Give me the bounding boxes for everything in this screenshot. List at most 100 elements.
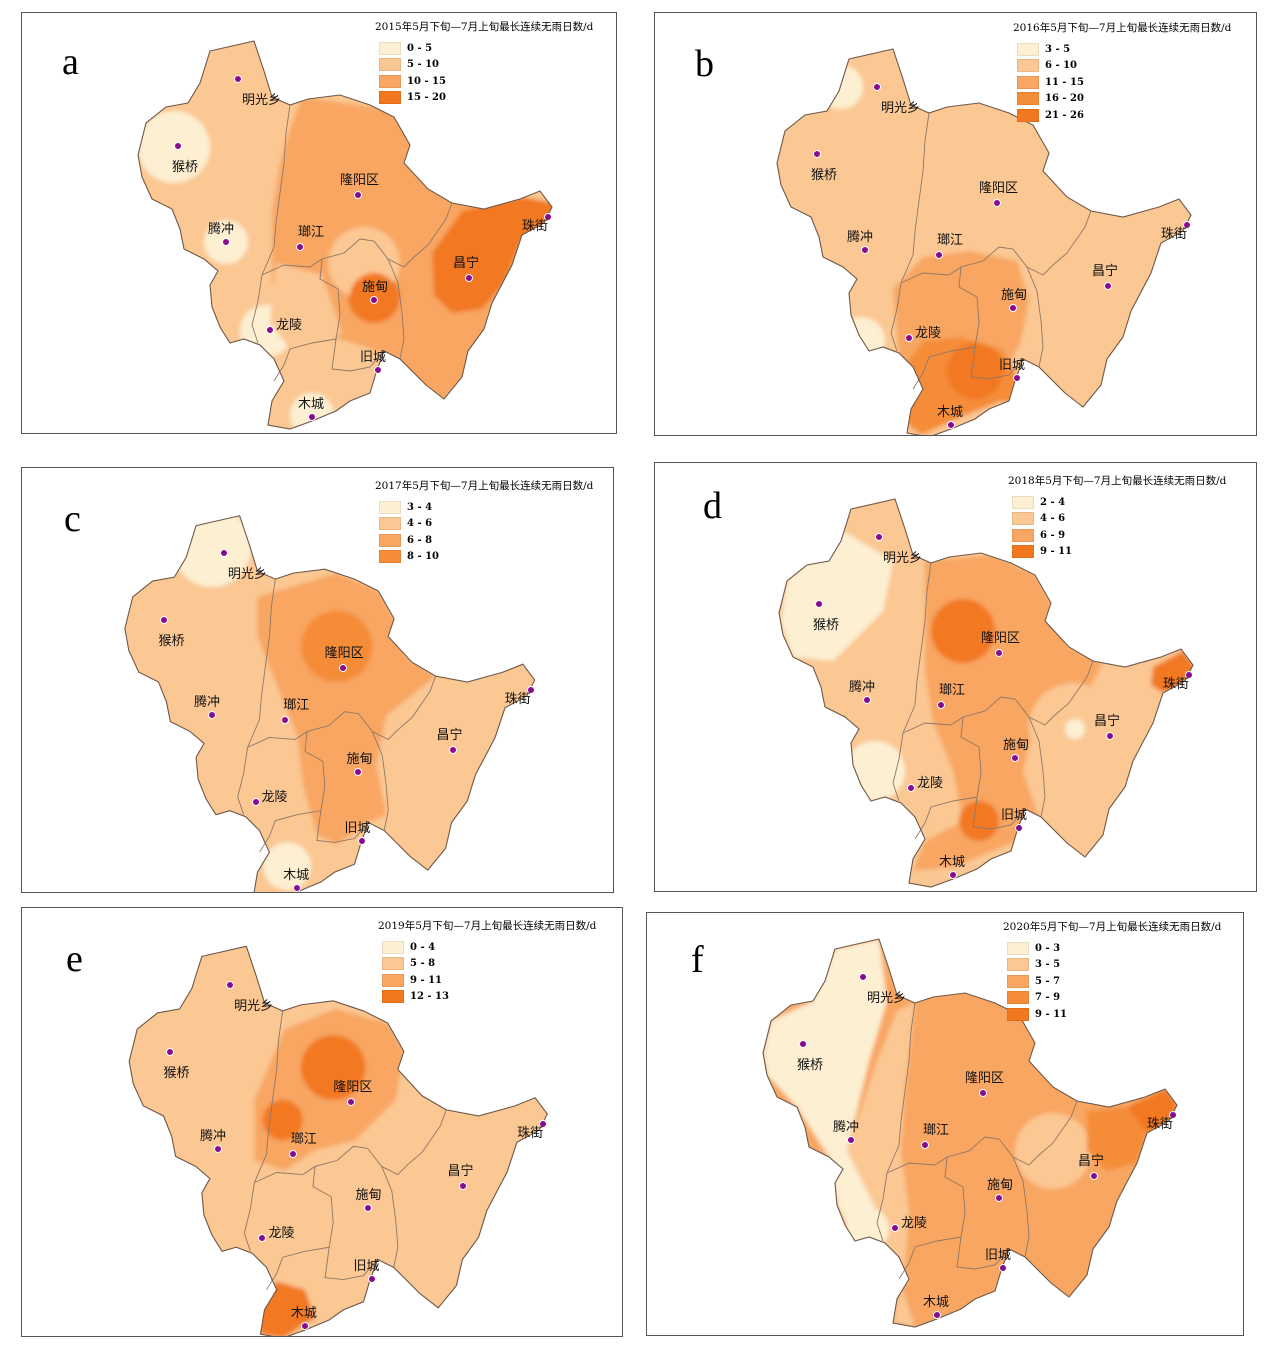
value-zone <box>1087 1107 1147 1171</box>
district-boundary <box>273 338 337 382</box>
town-label: 猴桥 <box>813 618 840 633</box>
legend-label: 5 - 7 <box>1035 975 1061 987</box>
town-label: 猴桥 <box>172 160 199 175</box>
legend-label: 5 - 10 <box>407 59 439 71</box>
legend-item: 2 - 4 <box>1008 494 1226 511</box>
district-boundary <box>1028 716 1046 818</box>
value-zone <box>847 1003 915 1327</box>
town-label: 腾冲 <box>833 1120 860 1135</box>
legend: 2020年5月下旬—7月上旬最长连续无雨日数/d 0 - 3 3 - 5 5 - 7 7… <box>1003 919 1221 1023</box>
town-label: 昌宁 <box>436 728 463 744</box>
district-boundary <box>914 796 978 840</box>
legend-swatch <box>382 957 404 971</box>
precipitation-map <box>124 515 536 892</box>
town-dot-icon <box>358 837 367 846</box>
town-label: 猴桥 <box>797 1058 824 1073</box>
town-label: 瑯江 <box>923 1123 950 1138</box>
town-dot-icon <box>999 1264 1007 1272</box>
town-dot-icon <box>979 1089 987 1097</box>
town-label: 旧城 <box>344 821 371 837</box>
value-zone <box>1065 719 1085 739</box>
district-boundary <box>876 1172 888 1242</box>
legend-item: 5 - 8 <box>378 956 596 973</box>
district-boundary <box>237 747 249 815</box>
district-boundary <box>251 274 263 344</box>
town-dot-icon <box>370 296 378 304</box>
legend-item: 6 - 8 <box>375 532 593 549</box>
town-label: 隆阳区 <box>965 1071 1005 1086</box>
town-label: 隆阳区 <box>324 646 364 662</box>
town-dot-icon <box>949 871 957 879</box>
legend-item: 0 - 5 <box>375 40 593 57</box>
value-zone <box>300 1035 366 1100</box>
town-dot-icon <box>861 246 869 254</box>
legend-swatch <box>382 940 404 954</box>
town-dot-icon <box>995 649 1003 657</box>
town-dot-icon <box>863 696 871 704</box>
town-label: 施甸 <box>362 280 389 295</box>
legend: 2019年5月下旬—7月上旬最长连续无雨日数/d 0 - 4 5 - 8 9 - 11… <box>378 918 596 1005</box>
legend-label: 15 - 20 <box>407 92 446 104</box>
town-dot-icon <box>799 1040 807 1048</box>
district-boundary <box>387 258 405 360</box>
district-boundary <box>892 732 904 802</box>
legend-item: 21 - 26 <box>1013 107 1231 124</box>
town-dot-icon <box>993 199 1001 207</box>
district-boundary <box>890 282 902 352</box>
legend-swatch <box>1007 941 1029 955</box>
town-dot-icon <box>214 1145 223 1154</box>
precipitation-map <box>137 40 553 430</box>
district-boundary <box>381 1166 399 1268</box>
town-dot-icon <box>875 533 883 541</box>
town-label: 瑯江 <box>937 233 964 248</box>
town-dot-icon <box>374 366 382 374</box>
legend-swatch <box>379 74 401 88</box>
district-boundary <box>371 731 389 831</box>
town-label: 木城 <box>283 867 310 883</box>
legend-label: 9 - 11 <box>1035 1008 1067 1020</box>
legend-swatch <box>382 990 404 1004</box>
value-zone <box>931 599 995 663</box>
legend-label: 3 - 5 <box>1035 959 1061 971</box>
legend-title: 2017年5月下旬—7月上旬最长连续无雨日数/d <box>375 480 594 492</box>
town-dot-icon <box>937 701 945 709</box>
town-label: 珠街 <box>1147 1117 1174 1132</box>
legend-item: 3 - 5 <box>1003 957 1221 974</box>
town-dot-icon <box>1185 671 1193 679</box>
town-dot-icon <box>947 421 955 429</box>
map-panel-f: 明光乡 猴桥 腾冲 龙陵 木城 隆阳区 瑯江 施甸 旧城 昌宁 珠街 f 2020年5月下旬—7月上旬最… <box>646 912 1244 1336</box>
district-boundary <box>902 660 1094 734</box>
legend-item: 0 - 4 <box>378 939 596 956</box>
town-label: 腾冲 <box>849 680 876 695</box>
legend-item: 0 - 3 <box>1003 940 1221 957</box>
legend-item: 9 - 11 <box>378 972 596 989</box>
legend-label: 21 - 26 <box>1045 109 1084 121</box>
town-label: 龙陵 <box>917 776 944 791</box>
value-zone <box>301 610 373 683</box>
town-dot-icon <box>1009 304 1017 312</box>
value-zone <box>1127 1089 1177 1133</box>
town-label: 木城 <box>937 405 964 420</box>
town-dot-icon <box>207 710 216 719</box>
legend-label: 3 - 4 <box>407 501 433 513</box>
town-dot-icon <box>544 213 552 221</box>
town-dot-icon <box>226 980 235 989</box>
panel-letter: a <box>62 41 79 83</box>
district-boundary <box>243 1182 255 1252</box>
map-panel-c: 明光乡 猴桥 腾冲 龙陵 木城 隆阳区 瑯江 施甸 旧城 昌宁 珠街 c 2017年5月下旬—7月上旬最… <box>21 467 614 893</box>
legend-label: 10 - 15 <box>407 75 446 87</box>
legend-swatch <box>379 550 401 564</box>
legend-title: 2015年5月下旬—7月上旬最长连续无雨日数/d <box>375 21 594 33</box>
map-panel-a: 明光乡 猴桥 腾冲 龙陵 木城 隆阳区 瑯江 施甸 旧城 昌宁 珠街 a 2015年5月下旬—7月上旬最… <box>21 12 617 434</box>
town-dot-icon <box>1106 732 1114 740</box>
precipitation-map <box>776 48 1192 435</box>
district-boundary <box>886 1002 916 1174</box>
town-label: 珠街 <box>517 1126 544 1142</box>
town-label: 猴桥 <box>158 633 185 649</box>
town-dot-icon <box>847 1136 855 1144</box>
town-dot-icon <box>338 664 347 673</box>
value-zone <box>1015 1113 1091 1189</box>
town-dot-icon <box>1183 221 1191 229</box>
town-dot-icon <box>921 1141 929 1149</box>
legend-title: 2016年5月下旬—7月上旬最长连续无雨日数/d <box>1013 22 1232 34</box>
